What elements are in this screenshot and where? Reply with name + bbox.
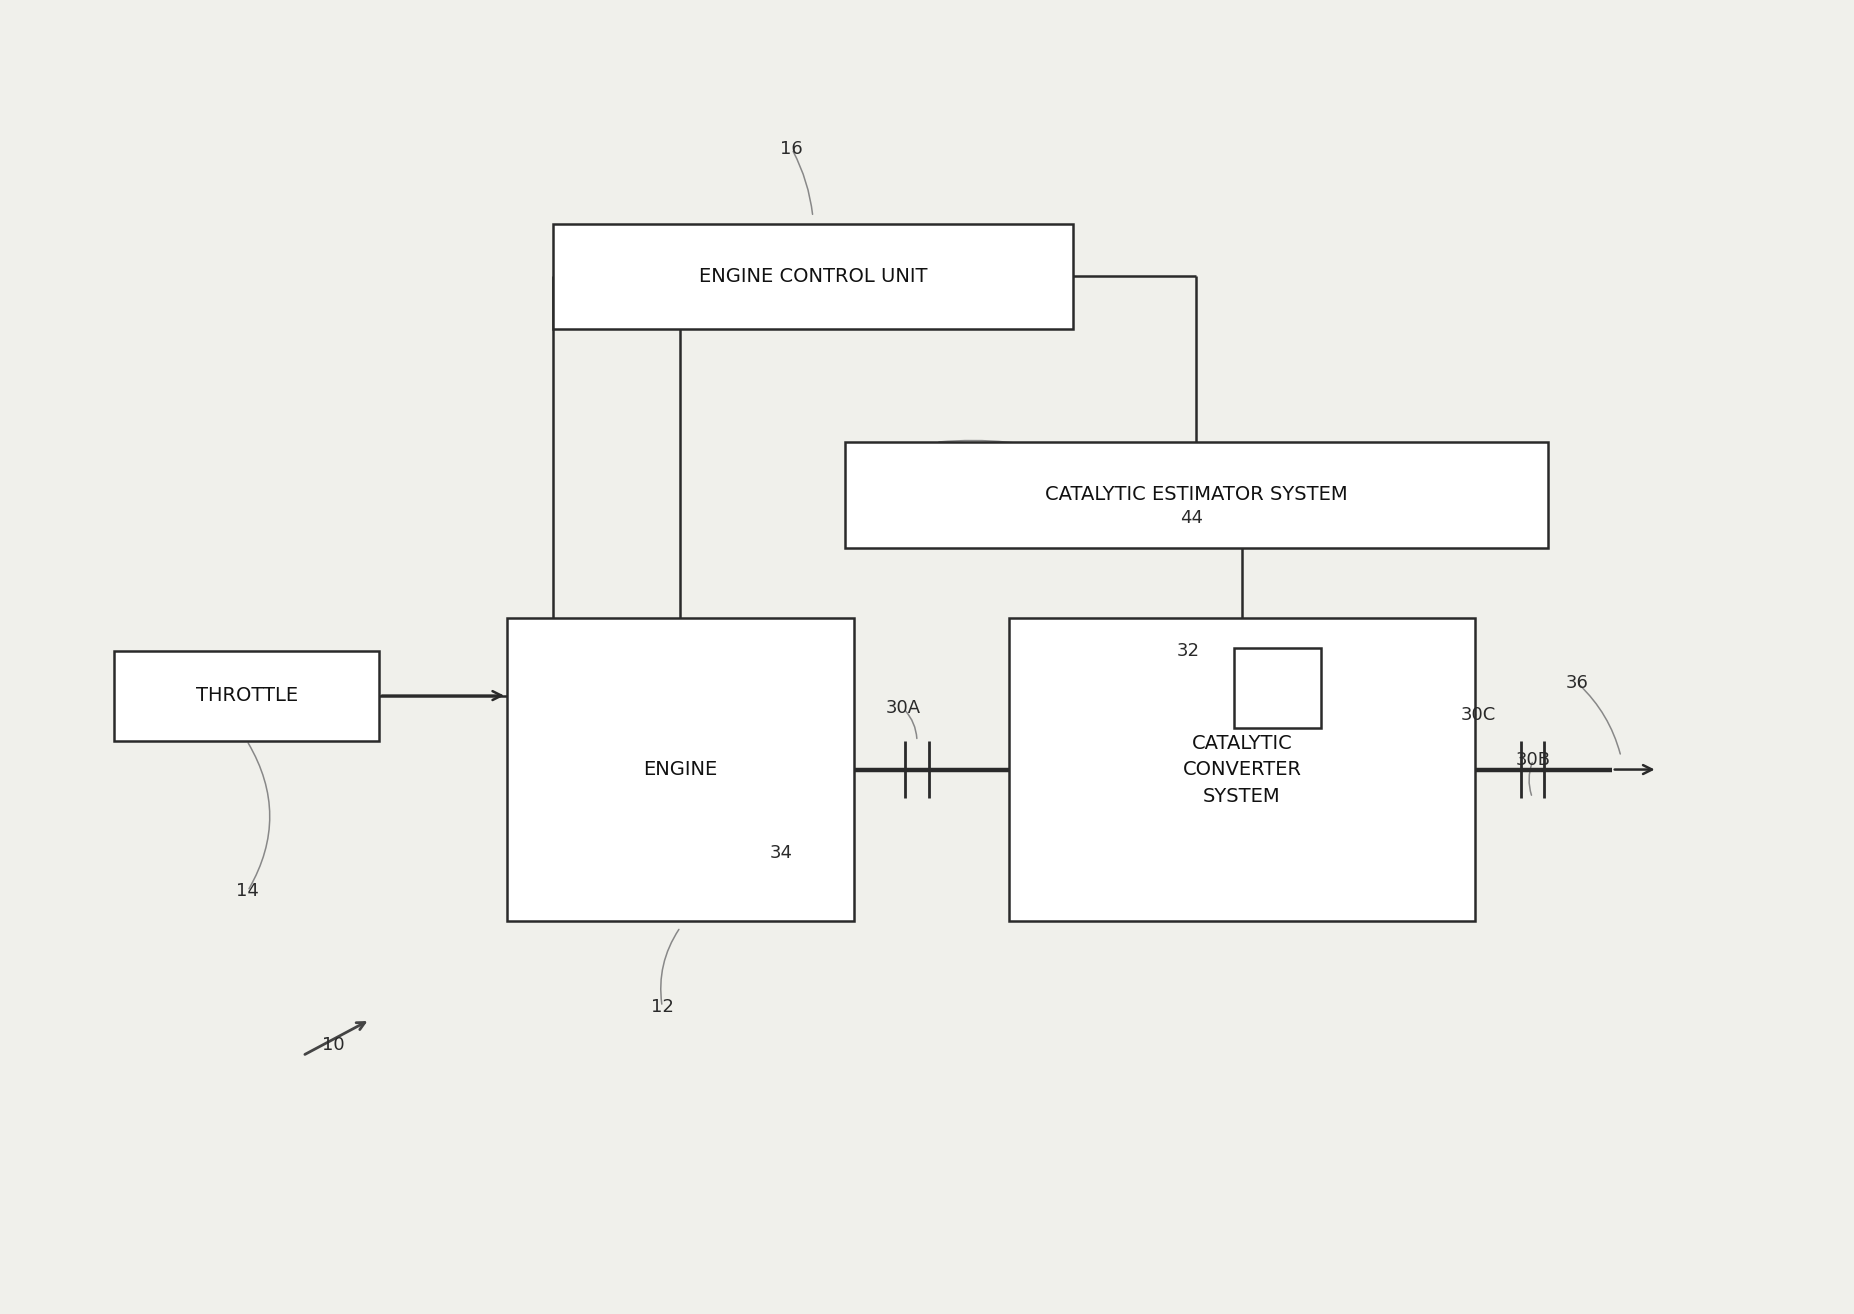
Text: 10: 10: [323, 1037, 345, 1054]
Text: CATALYTIC
CONVERTER
SYSTEM: CATALYTIC CONVERTER SYSTEM: [1183, 733, 1302, 805]
Text: 14: 14: [235, 882, 260, 900]
Text: 36: 36: [1565, 674, 1589, 691]
Bar: [1009, 619, 1476, 921]
Bar: [115, 650, 378, 741]
Text: 12: 12: [651, 997, 673, 1016]
Text: 16: 16: [781, 141, 803, 158]
Text: ENGINE CONTROL UNIT: ENGINE CONTROL UNIT: [699, 267, 927, 285]
Text: CATALYTIC ESTIMATOR SYSTEM: CATALYTIC ESTIMATOR SYSTEM: [1046, 485, 1348, 505]
Text: 30B: 30B: [1517, 750, 1550, 769]
Bar: [845, 443, 1548, 548]
Text: ENGINE: ENGINE: [643, 759, 717, 779]
Text: 32: 32: [1177, 641, 1200, 660]
Text: 30C: 30C: [1461, 706, 1496, 724]
Bar: [506, 619, 855, 921]
Text: THROTTLE: THROTTLE: [197, 686, 298, 706]
Text: 44: 44: [1181, 509, 1203, 527]
Text: 34: 34: [769, 844, 792, 862]
Bar: [552, 223, 1073, 328]
Bar: [1233, 648, 1322, 728]
Text: 30A: 30A: [886, 699, 921, 717]
